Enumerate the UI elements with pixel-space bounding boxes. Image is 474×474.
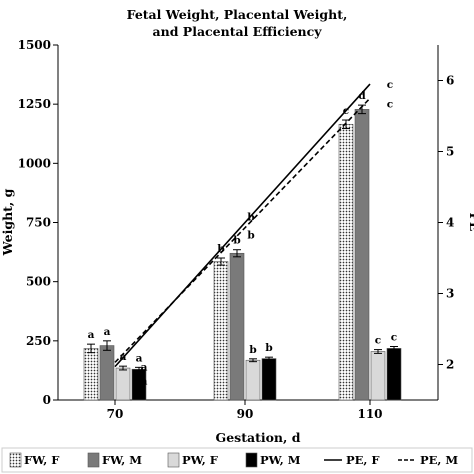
y2-tick-label: 3 (446, 287, 454, 301)
y-tick-label: 0 (43, 393, 51, 407)
chart-title-line-2: and Placental Efficiency (153, 24, 323, 39)
y-tick-label: 1250 (18, 97, 51, 111)
significance-label: a (104, 326, 111, 338)
significance-label: b (233, 235, 240, 247)
plot-area: 0 250 500 750 1000 1250 1500 2 3 4 5 6 70 90 110 a b c a b d… (18, 38, 455, 421)
bar (99, 345, 115, 401)
legend-swatch (167, 452, 180, 468)
bar (261, 358, 277, 401)
y-tick-label: 1500 (18, 38, 51, 52)
y-axis-label: Weight, g (0, 188, 15, 256)
pe-significance-label: a (141, 376, 148, 388)
legend-frame (1, 447, 473, 473)
pe-significance-label: b (247, 230, 254, 242)
significance-label: b (249, 344, 256, 356)
pe-significance-label: b (247, 212, 254, 224)
y-tick-label: 750 (26, 216, 51, 230)
y2-tick-label: 5 (446, 145, 454, 159)
legend-label: FW, F (24, 453, 60, 467)
bar (386, 348, 402, 401)
legend-swatch (245, 452, 258, 468)
pe-significance-label: a (141, 362, 148, 374)
pe-line (114, 97, 371, 363)
y2-axis-label: PE (467, 213, 474, 232)
bar (83, 348, 99, 401)
pe-significance-label: c (387, 79, 393, 91)
legend: FW, F FW, M PW, F PW, M PE, F PE, M (1, 447, 473, 473)
bar (229, 252, 245, 401)
y2-tick-label: 6 (446, 74, 454, 88)
y2-tick-label: 4 (446, 216, 454, 230)
significance-label: a (88, 329, 95, 341)
x-axis-label: Gestation, d (216, 430, 301, 445)
bar (115, 367, 131, 401)
significance-label: b (265, 342, 272, 354)
legend-label: PE, M (420, 453, 458, 467)
legend-swatch (9, 452, 22, 468)
x-tick-label: 90 (237, 407, 254, 421)
chart-title-line-1: Fetal Weight, Placental Weight, (127, 7, 348, 22)
significance-label: a (136, 352, 143, 364)
y-tick-label: 1000 (18, 156, 51, 170)
legend-swatch (87, 452, 100, 468)
bar (213, 261, 229, 401)
y-tick-label: 250 (26, 334, 51, 348)
significance-label: c (391, 332, 397, 344)
pe-significance-label: c (387, 98, 393, 110)
bar (245, 359, 261, 401)
x-tick-label: 70 (107, 407, 124, 421)
legend-label: PW, F (182, 453, 219, 467)
legend-label: PE, F (346, 453, 380, 467)
bar (354, 109, 370, 401)
bar (338, 123, 354, 401)
legend-label: PW, M (260, 453, 301, 467)
pe-line (114, 83, 371, 368)
bar (370, 351, 386, 401)
legend-label: FW, M (102, 453, 142, 467)
x-tick-label: 110 (357, 407, 382, 421)
significance-label: c (375, 335, 381, 347)
significance-label: d (358, 90, 366, 102)
y2-tick-label: 2 (446, 358, 454, 372)
y-tick-label: 500 (26, 275, 51, 289)
